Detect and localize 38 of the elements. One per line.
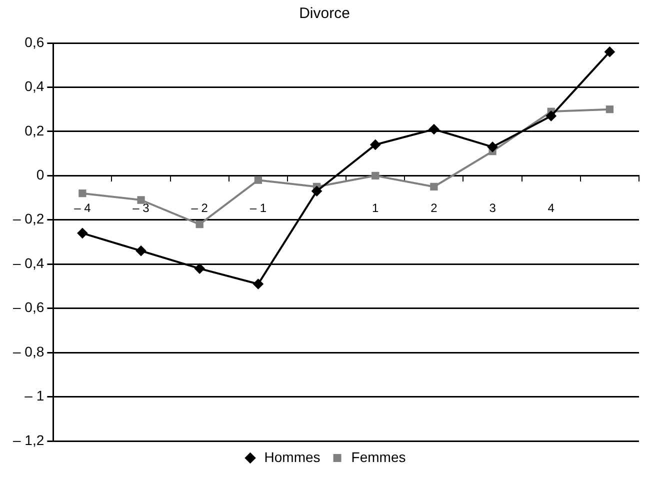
point xyxy=(194,264,205,274)
point xyxy=(428,124,439,134)
point xyxy=(78,190,86,198)
y-tick-label: 0,6 xyxy=(24,34,44,50)
chart-title: Divorce xyxy=(299,5,350,22)
point xyxy=(488,142,498,152)
point xyxy=(370,140,380,150)
y-tick-label: – 0,8 xyxy=(12,343,44,360)
x-tick-label: – 2 xyxy=(191,201,208,216)
point xyxy=(312,186,322,196)
y-tick-label: 0 xyxy=(36,166,44,183)
x-tick-label: – 1 xyxy=(250,201,267,216)
y-tick-label: – 0,2 xyxy=(12,210,44,227)
y-tick-label: – 0,4 xyxy=(12,254,44,271)
y-tick-label: 0,4 xyxy=(24,78,44,94)
y-tick-label: 0,2 xyxy=(24,122,44,138)
x-tick-label: 1 xyxy=(372,201,380,216)
x-tick-label: 3 xyxy=(489,201,496,216)
y-tick-label: – 1,2 xyxy=(12,432,44,448)
x-tick-label: – 3 xyxy=(132,201,150,216)
y-tick-label: – 0,6 xyxy=(12,299,44,316)
point xyxy=(136,246,146,256)
point xyxy=(77,228,88,238)
point xyxy=(546,110,556,121)
point xyxy=(254,176,262,184)
x-tick-label: 2 xyxy=(430,201,438,216)
point xyxy=(196,220,204,228)
legend-label: Femmes xyxy=(351,448,406,465)
point xyxy=(253,279,264,290)
x-tick-label: – 4 xyxy=(74,201,92,216)
point xyxy=(372,172,380,180)
x-tick-label: 4 xyxy=(548,201,555,216)
point xyxy=(604,46,615,57)
legend-label: Hommes xyxy=(264,448,320,465)
point xyxy=(606,106,614,114)
point xyxy=(430,182,438,191)
y-tick-label: – 1 xyxy=(24,388,44,404)
point xyxy=(137,196,145,204)
